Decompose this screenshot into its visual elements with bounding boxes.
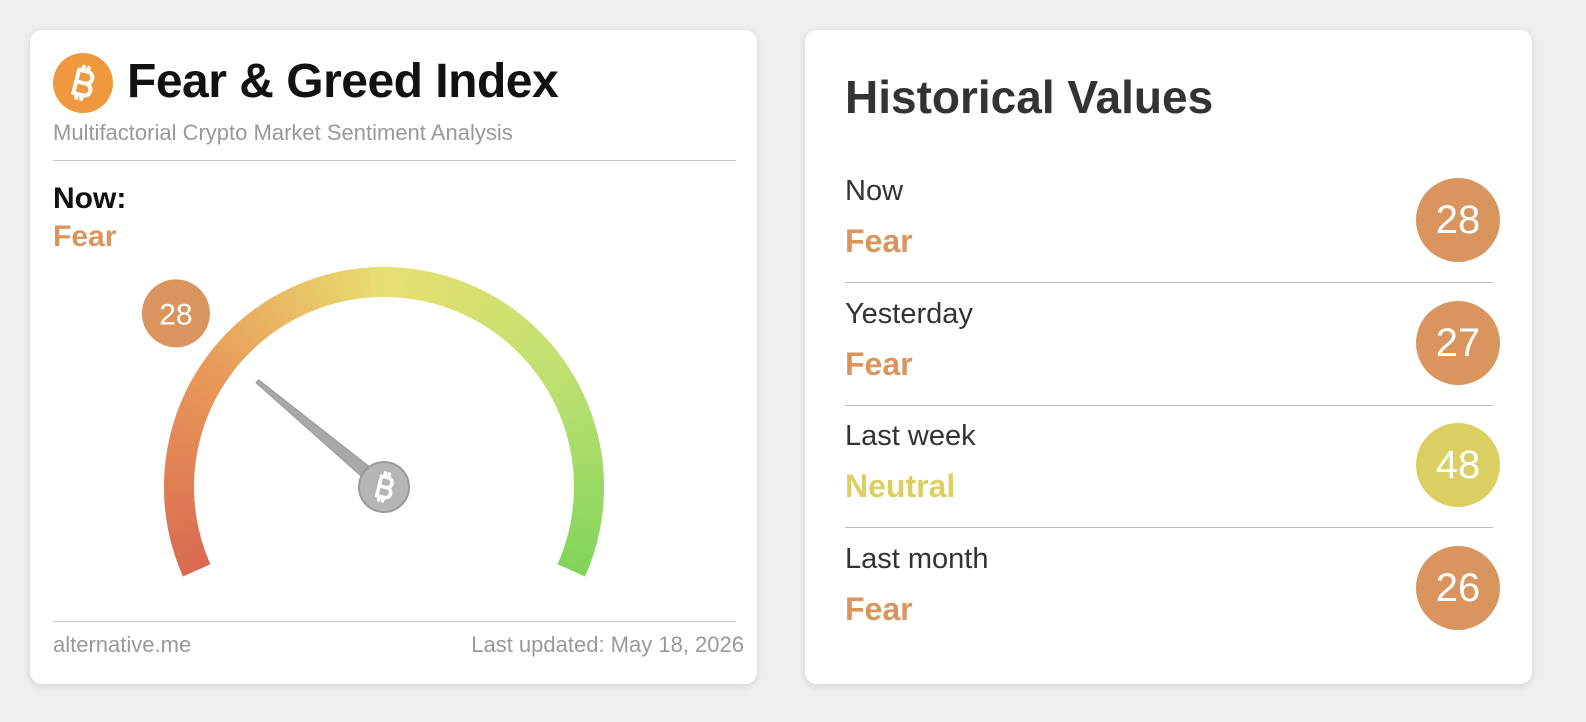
source[interactable]: alternative.me — [53, 632, 192, 657]
row-label: Yesterday — [845, 297, 973, 330]
row-label: Now — [845, 175, 904, 207]
history-row: Last month Fear 26 — [845, 542, 1500, 665]
value-bubble — [141, 279, 210, 348]
bitcoin-icon — [53, 53, 113, 113]
row-value: 26 — [1416, 545, 1500, 630]
row-value: 48 — [1416, 423, 1500, 507]
title: Fear & Greed Index — [127, 55, 559, 108]
now-classification: Fear — [53, 220, 117, 253]
gauge: 28 — [141, 267, 604, 577]
index-card: Fear & Greed Index Multifactorial Crypto… — [30, 30, 757, 684]
subtitle: Multifactorial Crypto Market Sentiment A… — [53, 120, 513, 145]
row-value: 27 — [1416, 300, 1500, 385]
now-label: Now: — [53, 182, 127, 215]
gauge-arc — [557, 558, 588, 577]
hub-glyph — [374, 471, 394, 503]
history-row: Yesterday Fear 27 — [845, 297, 1500, 420]
divider — [845, 282, 1493, 283]
value-label: 28 — [159, 298, 192, 331]
history-title: Historical Values — [845, 71, 1214, 123]
row-classification: Fear — [845, 590, 913, 627]
divider — [845, 527, 1493, 528]
divider — [53, 621, 736, 622]
row-classification: Fear — [845, 223, 913, 259]
history-row: Last week Neutral 48 — [845, 420, 1500, 542]
row-classification: Neutral — [845, 468, 956, 504]
row-label: Last month — [845, 542, 989, 575]
row-value: 28 — [1416, 178, 1500, 262]
row-classification: Fear — [845, 345, 913, 382]
divider — [53, 160, 736, 161]
history-card: Historical Values Now Fear 28 Yesterday Fear… — [805, 30, 1532, 684]
history-row: Now Fear 28 — [845, 175, 1500, 297]
last-updated: Last updated: May 18, 2026 — [471, 632, 744, 657]
hub-icon — [374, 471, 394, 503]
row-label: Last week — [845, 420, 976, 452]
divider — [845, 404, 1493, 406]
